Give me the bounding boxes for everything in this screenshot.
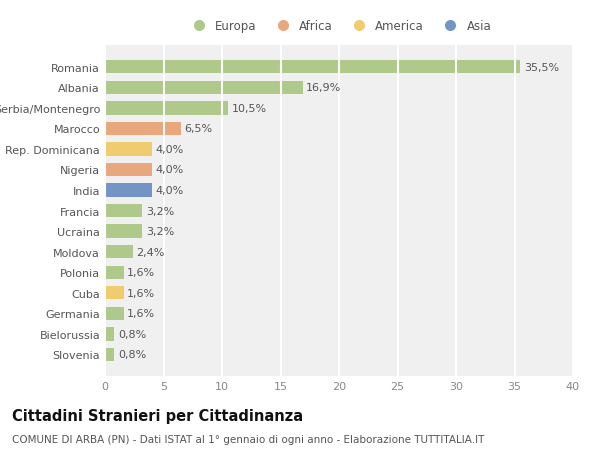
Text: 1,6%: 1,6% [127, 268, 155, 278]
Bar [105, 328, 115, 341]
Text: 4,0%: 4,0% [155, 145, 184, 155]
Text: 0,8%: 0,8% [118, 329, 146, 339]
Text: 3,2%: 3,2% [146, 206, 174, 216]
Bar [105, 163, 152, 177]
Bar [105, 225, 142, 238]
Text: 1,6%: 1,6% [127, 288, 155, 298]
Bar [105, 286, 124, 300]
Bar [105, 143, 152, 156]
Text: 10,5%: 10,5% [232, 104, 266, 113]
Bar [105, 246, 133, 259]
Legend: Europa, Africa, America, Asia: Europa, Africa, America, Asia [187, 21, 491, 34]
Text: 4,0%: 4,0% [155, 165, 184, 175]
Bar [105, 204, 142, 218]
Text: 35,5%: 35,5% [524, 62, 559, 73]
Text: Cittadini Stranieri per Cittadinanza: Cittadini Stranieri per Cittadinanza [12, 409, 303, 424]
Text: 2,4%: 2,4% [137, 247, 165, 257]
Text: 0,8%: 0,8% [118, 350, 146, 360]
Bar [105, 348, 115, 361]
Text: 4,0%: 4,0% [155, 185, 184, 196]
Bar [105, 81, 303, 95]
Bar [105, 266, 124, 280]
Bar [105, 102, 228, 115]
Text: 1,6%: 1,6% [127, 309, 155, 319]
Text: COMUNE DI ARBA (PN) - Dati ISTAT al 1° gennaio di ogni anno - Elaborazione TUTTI: COMUNE DI ARBA (PN) - Dati ISTAT al 1° g… [12, 434, 484, 444]
Bar [105, 61, 520, 74]
Text: 16,9%: 16,9% [306, 83, 341, 93]
Text: 6,5%: 6,5% [185, 124, 212, 134]
Bar [105, 184, 152, 197]
Bar [105, 123, 181, 136]
Text: 3,2%: 3,2% [146, 227, 174, 237]
Bar [105, 307, 124, 320]
